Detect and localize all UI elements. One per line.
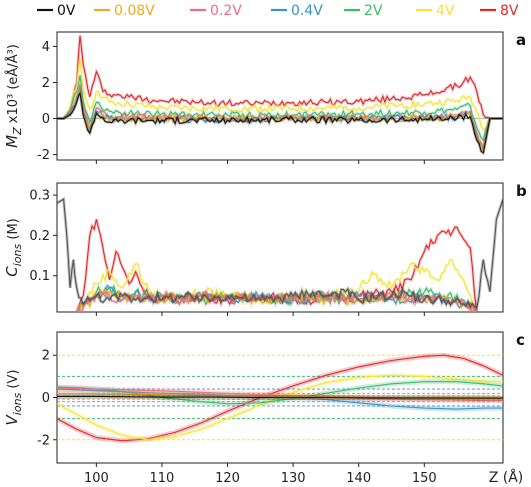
series-line-0.08V [76, 288, 477, 312]
series-band-4V [75, 257, 479, 312]
series-line-4V [57, 374, 503, 441]
y-tick-label: 0.1 [29, 269, 50, 284]
x-tick-label: 140 [346, 471, 371, 486]
legend-item-8V: 8V [480, 3, 519, 19]
y-tick-label: -2 [37, 148, 50, 163]
y-tick-label: 0 [42, 391, 50, 406]
legend-label: 4V [436, 3, 455, 19]
x-tick-label: 110 [150, 471, 175, 486]
x-tick-label: 100 [84, 471, 109, 486]
series-line-4V [57, 58, 503, 131]
x-axis: Z (Å) 100 110 120 130 140 150 [84, 469, 523, 486]
series-line-2V [57, 75, 503, 142]
legend-label: 2V [364, 3, 383, 19]
legend-label: 0.4V [291, 3, 323, 19]
y-tick-label: 2 [42, 349, 50, 364]
series-line-0.4V [57, 388, 503, 410]
series-line-0V [57, 91, 503, 154]
x-tick-label: 120 [215, 471, 240, 486]
series-line-8V [57, 35, 503, 120]
x-tick-label: 130 [281, 471, 306, 486]
y-axis-label: Vions (V) [3, 370, 24, 426]
legend-label: 0.2V [210, 3, 242, 19]
y-tick-label: 0.3 [29, 189, 50, 204]
legend-item-0-08V: 0.08V [94, 3, 155, 19]
series-line-0V [57, 198, 503, 309]
series-line-8V [76, 219, 478, 312]
legend-label: 8V [500, 3, 519, 19]
panel-a: -2 0 2 4 MZ x10³ (eÅ/Å³) a [3, 31, 526, 164]
legend: 0V 0.08V 0.2V 0.4V 2V 4V 8V [37, 3, 519, 19]
legend-label: 0.08V [114, 3, 155, 19]
y-axis-label: MZ x10³ (eÅ/Å³) [3, 44, 24, 148]
legend-label: 0V [57, 3, 76, 19]
y-tick-label: -2 [37, 433, 50, 448]
y-tick-label: 0 [42, 112, 50, 127]
panel-c: -2 0 2 Vions (V) c [3, 331, 525, 467]
plot-area [57, 196, 503, 312]
panel-letter: c [516, 331, 525, 349]
series-line-0.2V [57, 387, 503, 402]
y-tick-label: 0.2 [29, 229, 50, 244]
plot-area [57, 352, 503, 444]
series-line-2V [76, 284, 478, 312]
y-axis-label: Cions (M) [3, 218, 24, 276]
x-axis-label: Z (Å) [489, 469, 524, 486]
legend-item-0-4V: 0.4V [271, 3, 323, 19]
legend-item-4V: 4V [416, 3, 455, 19]
panel-letter: a [516, 31, 526, 49]
y-tick-label: 4 [42, 40, 50, 55]
y-tick-label: 2 [42, 76, 50, 91]
series-line-0.08V [57, 392, 503, 400]
legend-item-2V: 2V [344, 3, 383, 19]
series-line-0.08V [57, 89, 503, 154]
panel-letter: b [516, 182, 527, 200]
panel-frame [56, 182, 504, 313]
plot-area [57, 35, 503, 157]
x-tick-label: 150 [412, 471, 437, 486]
legend-item-0-2V: 0.2V [190, 3, 242, 19]
legend-item-0V: 0V [37, 3, 76, 19]
series-line-8V [57, 354, 503, 442]
panel-b: 0.1 0.2 0.3 Cions (M) b [3, 182, 527, 316]
series-line-0V [57, 395, 503, 399]
panel-frame [56, 31, 504, 161]
